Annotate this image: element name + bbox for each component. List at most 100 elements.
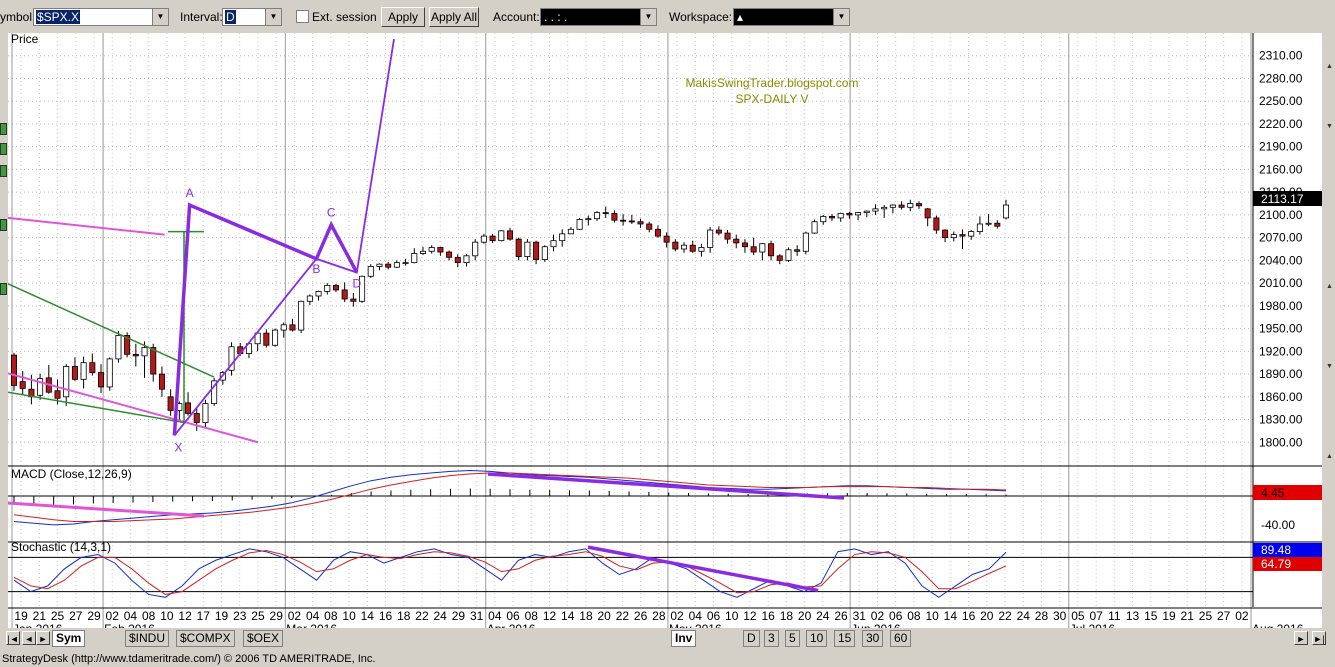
month-label: Apr 2016 [487, 622, 536, 628]
candle-body [794, 249, 801, 252]
candle-body [576, 219, 583, 230]
date-tick-label: 31 [853, 609, 867, 623]
candle-body [419, 250, 426, 254]
candle-body [10, 354, 18, 386]
sym-tab[interactable]: Sym [52, 630, 86, 647]
candle-body [715, 229, 722, 234]
date-tick-label: 30 [1053, 609, 1067, 623]
interval-tab-10[interactable]: 10 [806, 630, 828, 647]
scroll-arrow-icon[interactable]: ▲ [1326, 453, 1333, 460]
date-tick-label: 04 [306, 609, 320, 623]
first-tab-icon[interactable]: |◄ [6, 631, 20, 645]
candle-body [480, 235, 487, 243]
candle-body [663, 235, 670, 243]
candle-body [228, 346, 235, 371]
interval-tab-15[interactable]: 15 [834, 630, 856, 647]
symbol-tab-compx[interactable]: $COMPX [176, 630, 235, 647]
symbol-tab-oex[interactable]: $OEX [243, 630, 284, 647]
candle-body [602, 212, 609, 215]
tool-icon[interactable] [0, 143, 7, 155]
interval-tab-5[interactable]: 5 [785, 630, 800, 647]
date-tick-label: 26 [634, 609, 648, 623]
tool-icon[interactable] [0, 219, 7, 231]
interval-tab-d[interactable]: D [743, 630, 760, 647]
chevron-down-icon[interactable]: ▼ [640, 9, 656, 25]
date-tick-label: 12 [743, 609, 757, 623]
price-tick-label: 1830.00 [1259, 413, 1303, 427]
candle-body [272, 329, 279, 346]
interval-tab-60[interactable]: 60 [890, 630, 912, 647]
workspace-label: Workspace: [669, 10, 733, 24]
scroll-arrow-icon[interactable]: ▲ [1326, 63, 1333, 70]
candle-body [837, 212, 844, 219]
candle-body [915, 203, 922, 207]
ext-session-checkbox[interactable] [296, 10, 309, 23]
next-tab-icon[interactable]: ► [36, 631, 50, 645]
inv-tab[interactable]: Inv [671, 630, 697, 647]
macd-panel [8, 469, 1253, 526]
candle-body [872, 208, 879, 212]
candle-body [202, 403, 209, 423]
candle-body [324, 284, 331, 292]
candle-body [785, 249, 792, 261]
price-tick-label: 1950.00 [1259, 322, 1303, 336]
date-tick-label: 08 [525, 609, 539, 623]
candle-body [89, 362, 96, 373]
date-tick-label: 29 [452, 609, 466, 623]
tool-icon[interactable] [0, 165, 7, 177]
date-tick-label: 25 [251, 609, 265, 623]
macd-series-line [13, 472, 1007, 522]
chevron-down-icon[interactable]: ▼ [265, 9, 281, 25]
interval-tab-30[interactable]: 30 [862, 630, 884, 647]
interval-combobox[interactable]: D ▼ [222, 8, 282, 26]
symbol-combobox[interactable]: $SPX.X ▼ [33, 8, 169, 26]
date-tick-label: 26 [834, 609, 848, 623]
apply-all-button[interactable]: Apply All [429, 7, 479, 27]
candle-body [472, 241, 479, 257]
scroll-arrow-icon[interactable]: ▼ [1326, 123, 1333, 130]
date-tick-label: 24 [1017, 609, 1031, 623]
price-axis: 1800.00 1830.00 1860.00 1890.00 1920.00 1950.… [1259, 49, 1303, 450]
chart-canvas[interactable]: 1800.00 1830.00 1860.00 1890.00 1920.00 1950.… [8, 33, 1322, 628]
date-tick-label: 11 [1108, 609, 1121, 623]
price-tick-label: 1890.00 [1259, 367, 1303, 381]
candle-body [759, 243, 766, 253]
date-tick-label: 24 [434, 609, 448, 623]
apply-button[interactable]: Apply [381, 7, 425, 27]
candle-body [454, 256, 461, 264]
candle-body [768, 243, 775, 257]
status-bar: StrategyDesk (http://www.tdameritrade.co… [0, 652, 1335, 667]
price-tick-label: 1860.00 [1259, 390, 1303, 404]
account-label: Account: [493, 10, 540, 24]
tool-icon[interactable] [0, 283, 7, 295]
toolbar: ymbol: $SPX.X ▼ Interval: D ▼ Ext. sessi… [0, 0, 1335, 33]
date-tick-label: 27 [69, 609, 83, 623]
scroll-end-icon[interactable]: ►| [1312, 631, 1326, 645]
workspace-combobox[interactable]: ▴ ▼ [733, 8, 850, 26]
month-label: Mar 2016 [286, 622, 337, 628]
date-tick-label: 31 [470, 609, 484, 623]
scroll-arrow-icon[interactable]: ▼ [1326, 363, 1333, 370]
candle-body [950, 234, 957, 239]
month-label: Jan 2016 [13, 622, 63, 628]
candle-body [567, 228, 574, 235]
right-scroll-strip[interactable]: ▲ ▼ ▲ ▼ ▲ [1322, 33, 1335, 627]
scroll-right-icon[interactable]: ► [1294, 631, 1308, 645]
candle-body [106, 358, 113, 388]
tool-icon[interactable] [0, 123, 7, 135]
candle-body [263, 332, 270, 346]
chevron-down-icon[interactable]: ▼ [833, 9, 849, 25]
chevron-down-icon[interactable]: ▼ [152, 9, 168, 25]
candle-body [350, 298, 357, 302]
interval-tab-3[interactable]: 3 [764, 630, 779, 647]
symbol-tab-indu[interactable]: $INDU [125, 630, 170, 647]
candle-body [211, 380, 218, 405]
interval-label: Interval: [180, 10, 223, 24]
date-tick-label: 08 [324, 609, 338, 623]
candle-body [750, 246, 757, 253]
prev-tab-icon[interactable]: ◄ [22, 631, 36, 645]
account-combobox[interactable]: . . : . ▼ [540, 8, 657, 26]
candle-body [933, 217, 940, 231]
scroll-arrow-icon[interactable]: ▲ [1326, 283, 1333, 290]
candle-body [698, 247, 705, 252]
